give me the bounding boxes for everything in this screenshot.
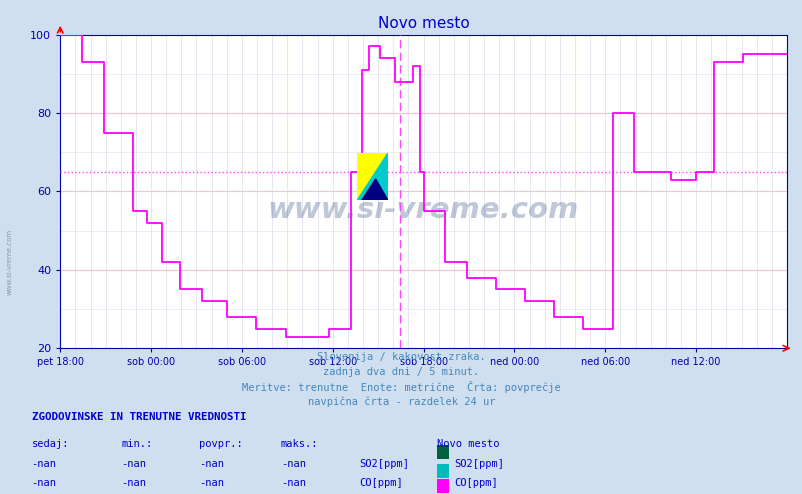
Text: maks.:: maks.: [281,439,318,449]
Text: www.si-vreme.com: www.si-vreme.com [6,229,13,295]
Text: -nan: -nan [31,459,57,469]
Text: www.si-vreme.com: www.si-vreme.com [268,196,578,224]
Bar [436,464,448,478]
Text: ZGODOVINSKE IN TRENUTNE VREDNOSTI: ZGODOVINSKE IN TRENUTNE VREDNOSTI [31,412,246,422]
Text: -nan: -nan [199,478,224,489]
Polygon shape [357,153,387,200]
Text: SO2[ppm]: SO2[ppm] [358,459,408,469]
Text: min.:: min.: [121,439,152,449]
Polygon shape [362,179,387,200]
Text: -nan: -nan [121,478,146,489]
Text: navpična črta - razdelek 24 ur: navpična črta - razdelek 24 ur [307,396,495,407]
Text: SO2[ppm]: SO2[ppm] [453,459,503,469]
Text: Meritve: trenutne  Enote: metrične  Črta: povprečje: Meritve: trenutne Enote: metrične Črta: … [242,381,560,393]
Text: CO[ppm]: CO[ppm] [358,478,402,489]
Text: -nan: -nan [281,459,306,469]
Text: CO[ppm]: CO[ppm] [453,478,497,489]
Text: sedaj:: sedaj: [31,439,69,449]
Text: zadnja dva dni / 5 minut.: zadnja dva dni / 5 minut. [323,367,479,376]
Title: Novo mesto: Novo mesto [377,16,469,31]
Text: -nan: -nan [31,478,57,489]
Bar [436,445,448,458]
Bar [436,479,448,493]
Text: povpr.:: povpr.: [199,439,242,449]
Text: -nan: -nan [121,459,146,469]
Text: Novo mesto: Novo mesto [436,439,499,449]
Polygon shape [357,153,387,200]
Text: -nan: -nan [199,459,224,469]
Text: Slovenija / kakovost zraka.: Slovenija / kakovost zraka. [317,352,485,362]
Text: -nan: -nan [281,478,306,489]
